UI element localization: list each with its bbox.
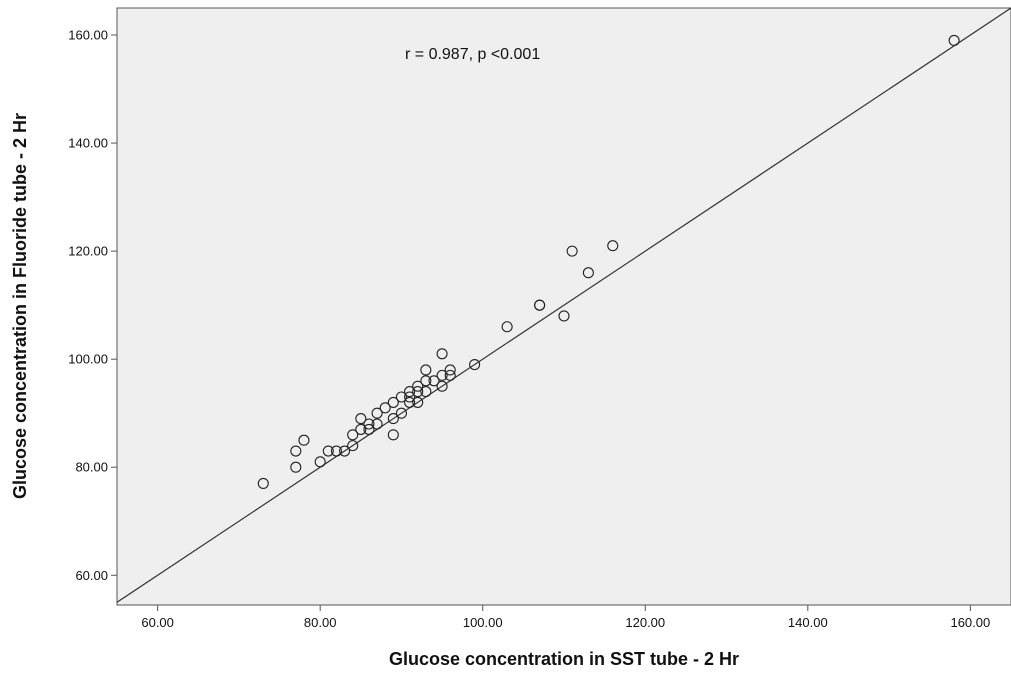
data-point <box>298 434 310 446</box>
data-point <box>404 386 416 398</box>
data-point <box>355 423 367 435</box>
reference-line <box>116 7 1011 603</box>
y-tick-label: 160.00 <box>68 28 108 43</box>
data-point <box>347 429 359 441</box>
x-tick-label: 160.00 <box>950 615 990 630</box>
data-point <box>290 445 302 457</box>
y-axis-title: Glucose concentration in Fluoride tube -… <box>10 113 30 499</box>
data-point <box>412 396 424 408</box>
y-tick-label: 140.00 <box>68 136 108 151</box>
data-point <box>330 445 342 457</box>
data-point <box>558 310 570 322</box>
data-point <box>379 402 391 414</box>
data-point <box>363 418 375 430</box>
data-point <box>387 429 399 441</box>
data-point <box>395 407 408 419</box>
data-point <box>339 445 351 457</box>
data-point <box>322 445 334 457</box>
y-tick-label: 60.00 <box>75 568 108 583</box>
data-point <box>404 396 416 408</box>
data-point <box>420 375 432 387</box>
data-point <box>387 396 399 408</box>
data-point <box>582 267 594 279</box>
x-tick-label: 80.00 <box>304 615 337 630</box>
x-axis-title: Glucose concentration in SST tube - 2 Hr <box>389 649 739 669</box>
data-point <box>363 423 375 435</box>
data-point <box>420 364 432 376</box>
data-point <box>412 386 424 398</box>
x-tick-label: 120.00 <box>625 615 665 630</box>
data-point <box>948 34 960 46</box>
y-axis: 60.00 80.00 100.00 120.00 140.00 160.00 <box>68 28 117 583</box>
data-point <box>420 386 432 398</box>
data-point <box>371 418 383 430</box>
data-point <box>371 407 383 419</box>
data-point <box>412 380 424 392</box>
data-point <box>290 461 302 473</box>
data-point <box>387 413 399 425</box>
data-point <box>501 321 513 333</box>
x-tick-label: 60.00 <box>141 615 174 630</box>
data-point <box>314 456 326 468</box>
data-point <box>436 348 448 360</box>
data-point <box>534 299 546 311</box>
data-point <box>436 380 448 392</box>
data-point <box>404 391 416 403</box>
x-tick-label: 140.00 <box>788 615 828 630</box>
data-point <box>607 240 619 252</box>
x-tick-label: 100.00 <box>463 615 503 630</box>
data-points <box>257 34 960 489</box>
correlation-annotation: r = 0.987, p <0.001 <box>405 46 540 63</box>
y-tick-label: 80.00 <box>75 460 108 475</box>
data-point <box>428 375 440 387</box>
y-tick-label: 120.00 <box>68 244 108 259</box>
data-point <box>395 391 408 403</box>
data-point <box>436 369 448 381</box>
data-point <box>355 413 367 425</box>
x-axis: 60.00 80.00 100.00 120.00 140.00 160.00 <box>141 605 990 630</box>
data-point <box>469 359 481 371</box>
data-point <box>566 245 578 257</box>
data-point <box>444 369 456 381</box>
y-tick-label: 100.00 <box>68 352 108 367</box>
data-point <box>257 477 269 489</box>
data-point <box>347 440 359 452</box>
data-point <box>444 364 456 376</box>
